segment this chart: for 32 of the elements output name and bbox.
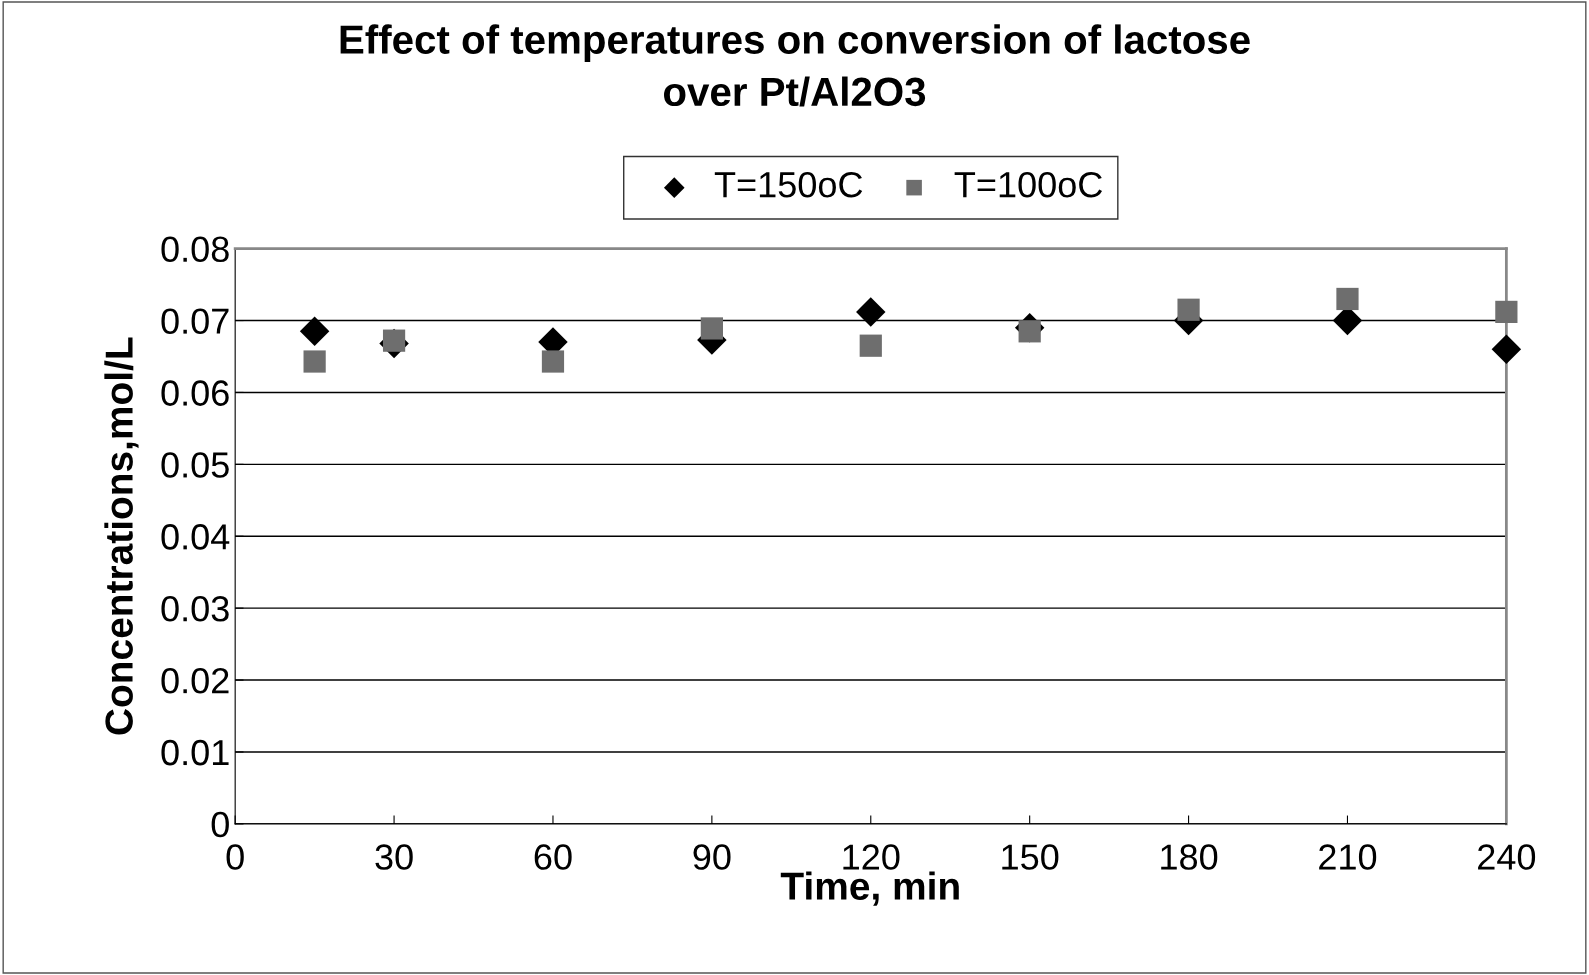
point [1177,298,1200,321]
y-tick-label: 0.07 [161,308,229,334]
x-tick-label: 90 [693,844,731,870]
legend-label: T=100oC [954,171,1103,198]
point [700,317,723,340]
point [541,350,565,373]
y-tick-label: 0 [211,811,229,838]
point [299,316,330,347]
x-tick-label: 240 [1478,844,1536,870]
point [856,297,886,327]
x-tick-label: 60 [534,844,572,870]
point [303,350,326,373]
x-tick-label: 120 [843,844,900,870]
y-tick-label: 0.02 [161,667,229,694]
y-tick-label: 0.04 [161,524,230,550]
x-axis-title: Time, min [780,871,959,906]
y-tick-label: 0.05 [161,452,229,478]
y-axis-title: Concentrations,mol/L [104,337,139,735]
y-tick-label: 0.01 [161,739,229,766]
y-tick-label: 0.03 [161,596,229,622]
x-tick-label: 180 [1161,844,1218,870]
x-tick-label: 150 [1002,844,1059,870]
y-tick-label: 0.06 [161,380,229,406]
point [1491,334,1522,365]
point [1336,287,1359,311]
point [859,334,882,357]
chart-title: Effect of temperatures on conversion of lactose over Pt/Al2O3 [340,24,1250,107]
y-tick-label: 0.08 [161,236,229,263]
legend-label: T=150oC [714,171,863,198]
point [1495,300,1518,324]
x-tick-label: 210 [1319,844,1377,870]
x-tick-label: 30 [375,844,413,870]
